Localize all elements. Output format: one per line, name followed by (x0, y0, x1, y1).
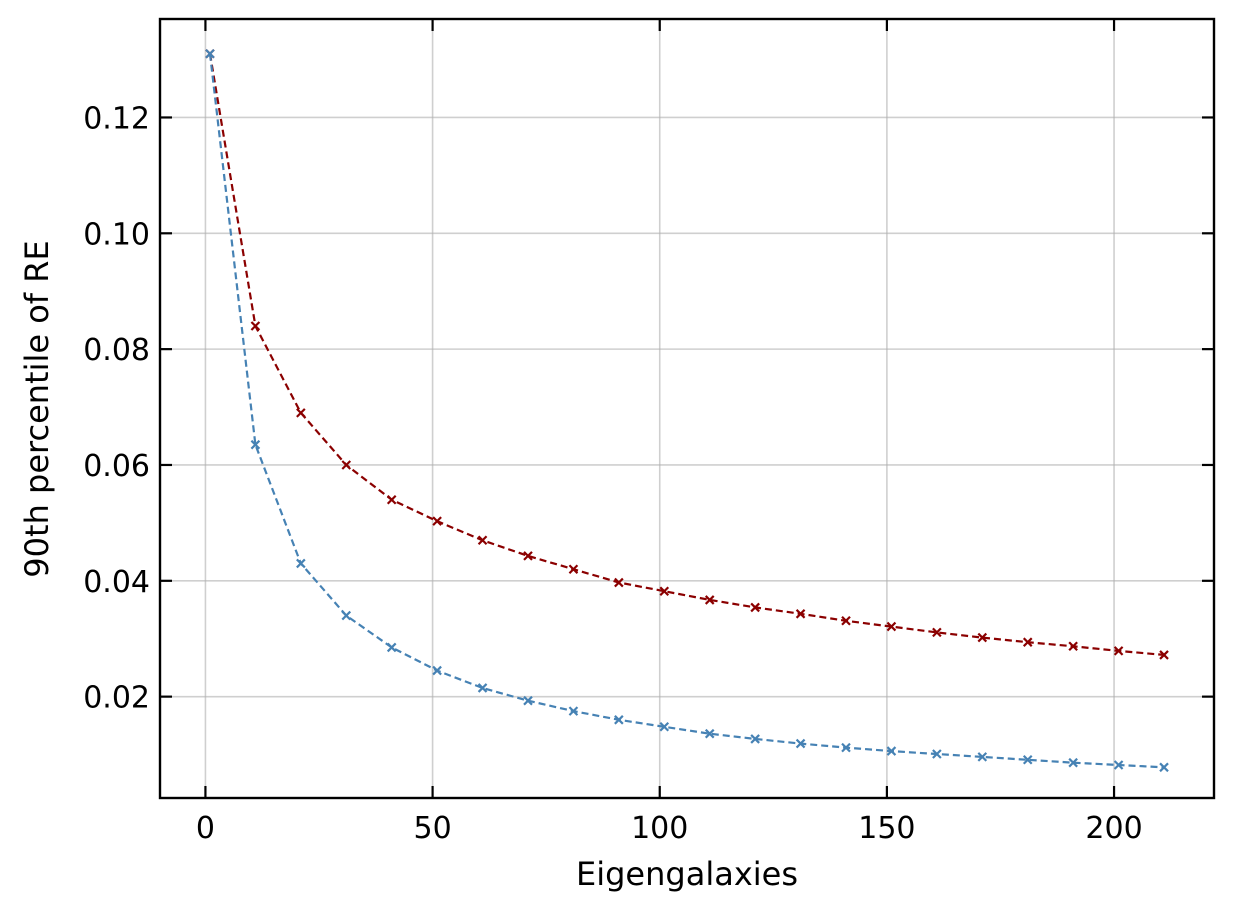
data-point (568, 706, 579, 716)
data-point (432, 516, 442, 526)
data-point (386, 642, 397, 653)
data-point (1068, 641, 1078, 652)
data-point (568, 564, 579, 575)
data-point (250, 321, 261, 331)
data-point (477, 683, 488, 693)
x-axis-label: Eigengalaxies (576, 855, 798, 893)
data-point (704, 728, 715, 739)
series-line-2 (208, 53, 1165, 769)
y-tick-label: 0.12 (83, 101, 150, 136)
data-point (205, 48, 215, 59)
data-point (932, 749, 942, 759)
data-point (432, 665, 442, 676)
data-point (841, 742, 851, 753)
data-point (886, 746, 897, 756)
data-point (704, 595, 715, 605)
data-point (841, 615, 851, 626)
data-point (386, 494, 397, 505)
series-layer (205, 48, 1169, 773)
data-point (296, 408, 306, 418)
y-tick-label: 0.04 (83, 565, 150, 600)
plot-frame (158, 17, 1216, 800)
x-tick-label: 150 (858, 811, 915, 846)
y-tick-label: 0.06 (83, 449, 150, 484)
data-point (296, 558, 306, 569)
x-tick-label: 0 (196, 811, 215, 846)
y-axis-label: 90th percentile of RE (18, 240, 56, 577)
ticks (160, 19, 1214, 798)
data-point (614, 577, 624, 588)
data-point (795, 738, 806, 749)
data-point (750, 734, 760, 744)
data-point (1022, 754, 1033, 765)
data-point (1068, 757, 1078, 768)
data-point (932, 627, 942, 638)
series-line-1 (208, 53, 1165, 656)
data-point (250, 439, 261, 450)
data-point (523, 695, 533, 706)
data-point (341, 610, 352, 621)
data-point (1159, 762, 1169, 773)
data-point (1113, 646, 1124, 656)
data-point (977, 632, 988, 643)
x-tick-label: 100 (631, 811, 688, 846)
data-point (886, 621, 897, 632)
data-point (977, 752, 988, 762)
tick-labels: 0 50 100 150 200 0.02 0.04 0.06 0.08 0.10 0.12 (83, 101, 1142, 846)
grid (160, 19, 1214, 798)
data-point (477, 535, 488, 546)
y-tick-label: 0.10 (83, 217, 150, 252)
data-point (795, 609, 806, 619)
data-point (659, 586, 670, 597)
data-point (750, 602, 760, 613)
data-point (523, 551, 533, 561)
data-point (1022, 637, 1033, 647)
data-point (341, 460, 352, 470)
data-point (659, 721, 670, 732)
data-point (1113, 760, 1124, 770)
data-point (614, 715, 624, 725)
x-tick-label: 50 (413, 811, 451, 846)
data-point (1159, 650, 1169, 660)
y-tick-label: 0.02 (83, 681, 150, 716)
y-tick-label: 0.08 (83, 333, 150, 368)
x-tick-label: 200 (1085, 811, 1142, 846)
